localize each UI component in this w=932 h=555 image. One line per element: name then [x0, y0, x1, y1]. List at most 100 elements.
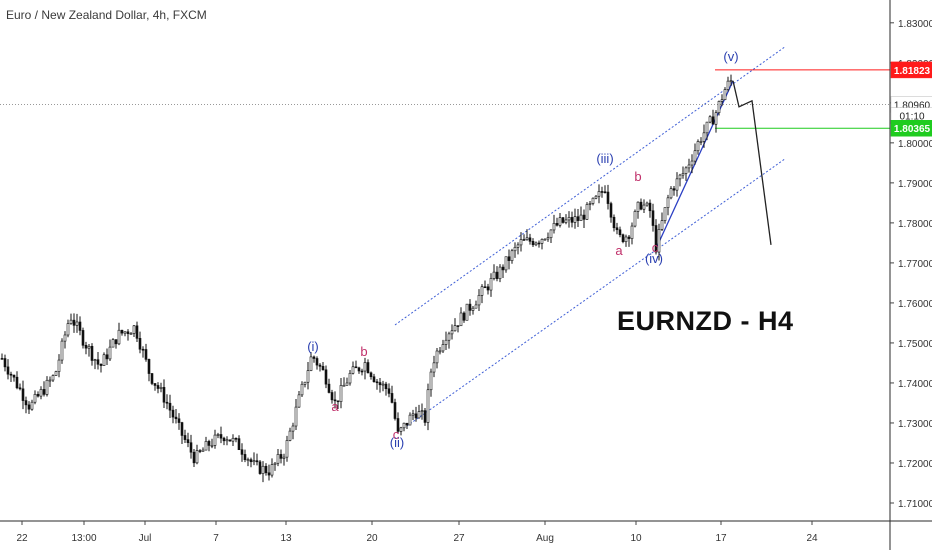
candle-body [54, 371, 58, 376]
candle-body [357, 367, 361, 372]
candle [717, 100, 721, 116]
candle-body [180, 422, 184, 436]
candle-body [0, 358, 4, 360]
candle [498, 264, 502, 283]
candle-body [579, 214, 583, 221]
candle-body [606, 191, 610, 204]
candle-body [621, 234, 625, 243]
candle [258, 459, 262, 475]
candle [492, 264, 496, 281]
candle [90, 343, 94, 366]
candle [27, 401, 31, 415]
candle-body [594, 195, 598, 199]
candle [375, 378, 379, 390]
candle-body [309, 356, 313, 371]
candle [519, 232, 523, 252]
candle-body [261, 465, 265, 474]
candle [171, 405, 175, 424]
candle-body [102, 354, 106, 366]
y-tick-label: 1.73000 [898, 419, 932, 430]
wave-labels: (i) bac(ii)(iii)ba c(iv)(v) [307, 49, 738, 450]
candle-body [492, 271, 496, 279]
candle [324, 365, 328, 389]
price-marker-label: 1.80365 [894, 124, 931, 135]
candle-body [417, 411, 421, 419]
candle [582, 209, 586, 228]
candle [87, 343, 91, 357]
candle-body [531, 240, 535, 246]
candle [168, 394, 172, 418]
candle-body [624, 236, 628, 243]
candle [438, 346, 442, 355]
candle-body [75, 321, 79, 326]
wave-label: (iii) [596, 151, 613, 166]
candle [213, 429, 217, 449]
candle-body [669, 188, 673, 199]
candle-body [87, 345, 91, 349]
candle-body [282, 456, 286, 459]
candle-body [468, 303, 472, 311]
candle-body [231, 437, 235, 442]
candle [222, 436, 226, 446]
candle [75, 313, 79, 333]
candle [120, 329, 124, 336]
candle-body [552, 223, 556, 231]
candle [480, 284, 484, 304]
candle [3, 354, 7, 372]
candle [699, 137, 703, 146]
candle-body [495, 271, 499, 279]
price-marker-label: 1.81823 [894, 66, 931, 77]
candle-body [99, 363, 103, 366]
x-tick-label: 24 [806, 533, 818, 544]
candle [702, 124, 706, 148]
candle-body [540, 239, 544, 244]
candle-body [660, 220, 664, 230]
candle [729, 74, 733, 86]
candle [507, 249, 511, 270]
candle-body [576, 216, 580, 221]
candle-body [411, 413, 415, 416]
candle [603, 185, 607, 194]
candle [714, 110, 718, 133]
candle-body [3, 358, 7, 368]
candle-body [642, 204, 646, 210]
candle-body [441, 344, 445, 352]
candle-body [96, 359, 100, 365]
candle [330, 389, 334, 404]
candle [675, 172, 679, 197]
candle [216, 432, 220, 439]
candle-body [402, 422, 406, 429]
candle [576, 208, 580, 227]
candle-body [714, 112, 718, 125]
trend-line [654, 80, 734, 252]
candle-body [444, 339, 448, 345]
candle [33, 390, 37, 405]
candle-body [573, 216, 577, 223]
candle [285, 435, 289, 462]
candle [555, 217, 559, 227]
candle [567, 211, 571, 228]
candle [426, 383, 430, 431]
candle-body [381, 383, 385, 386]
candle-body [516, 244, 520, 248]
candle-body [396, 418, 400, 432]
candle [585, 202, 589, 220]
candle-body [456, 325, 460, 327]
candle [636, 201, 640, 219]
candle [687, 158, 691, 173]
candle-body [678, 174, 682, 180]
candle-body [654, 225, 658, 253]
candle [615, 222, 619, 235]
candle [174, 409, 178, 424]
candle [618, 226, 622, 238]
candle-body [504, 256, 508, 271]
candle [306, 362, 310, 390]
candle-body [369, 372, 373, 378]
candle-body [342, 384, 346, 387]
trend-line [732, 80, 772, 245]
candle-body [405, 422, 409, 426]
candle-body [168, 402, 172, 411]
candle-body [144, 349, 148, 360]
candle [420, 403, 424, 420]
candle-body [42, 389, 46, 395]
